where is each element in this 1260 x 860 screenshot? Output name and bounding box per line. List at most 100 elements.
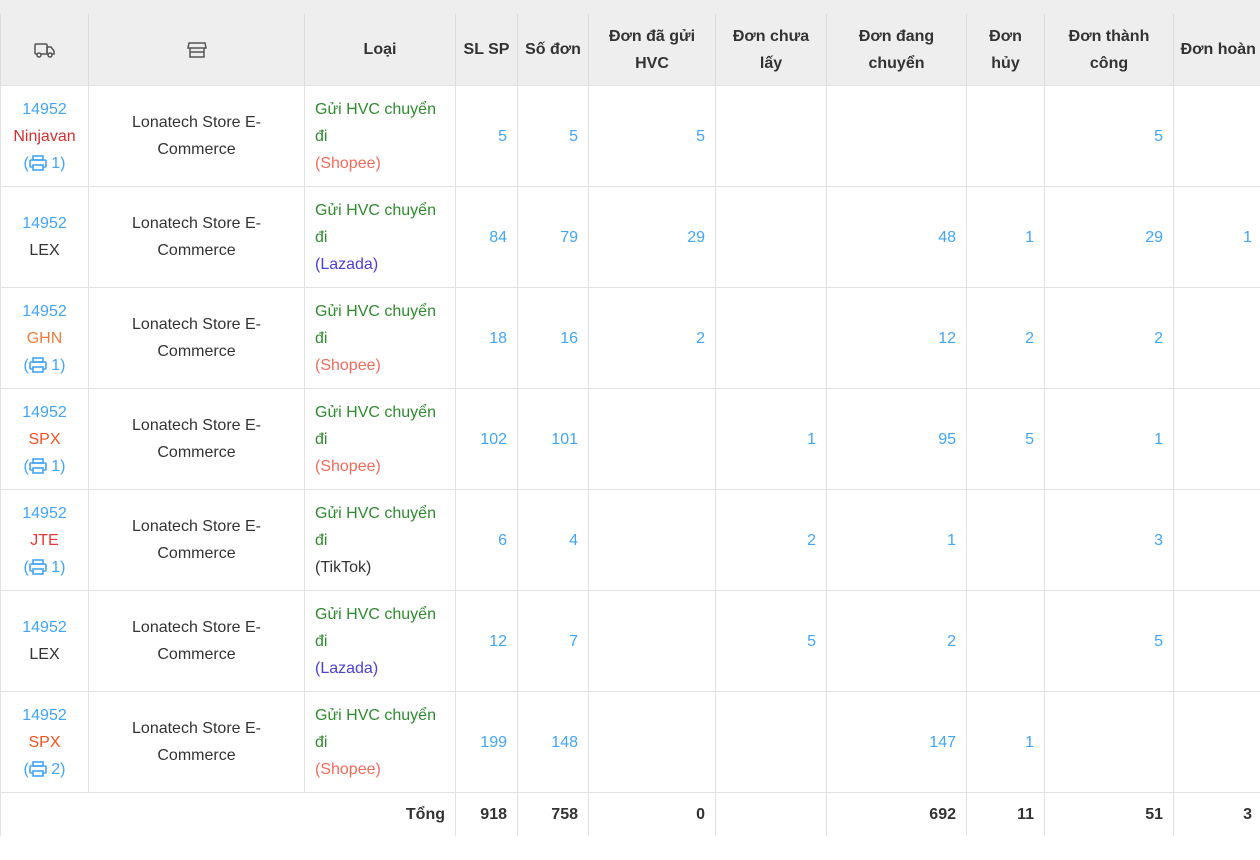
- orders-table: Loại SL SP Số đơn Đơn đã gửi HVC Đơn chư…: [0, 14, 1260, 836]
- order-id-link[interactable]: 14952: [22, 403, 67, 421]
- success-value[interactable]: 1: [1154, 430, 1163, 448]
- sent-value[interactable]: 29: [687, 228, 705, 246]
- not-picked-value[interactable]: 5: [807, 632, 816, 650]
- type-header: Loại: [304, 14, 456, 86]
- shipping-value[interactable]: 1: [947, 531, 956, 549]
- print-link[interactable]: ( 1): [23, 558, 66, 576]
- sent-value[interactable]: 5: [696, 127, 705, 145]
- store-name: Lonatech Store E-Commerce: [88, 489, 305, 591]
- success-value[interactable]: 5: [1154, 632, 1163, 650]
- order-id-link[interactable]: 14952: [22, 100, 67, 118]
- returned-value[interactable]: 1: [1243, 228, 1252, 246]
- orders-value[interactable]: 5: [569, 127, 578, 145]
- shipping-value[interactable]: 48: [938, 228, 956, 246]
- type-label: Gửi HVC chuyển đi: [315, 201, 436, 246]
- order-id-link[interactable]: 14952: [22, 706, 67, 724]
- not-picked-header: Đơn chưa lấy: [715, 14, 827, 86]
- table-row: 14952 GHN ( 1) Lonatech Store E-Commerce Gửi…: [0, 287, 1260, 389]
- total-orders: 758: [517, 792, 589, 836]
- store-name: Lonatech Store E-Commerce: [88, 691, 305, 793]
- not-picked-value[interactable]: 2: [807, 531, 816, 549]
- order-id-link[interactable]: 14952: [22, 619, 67, 636]
- store-name: Lonatech Store E-Commerce: [88, 186, 305, 288]
- platform-label: (TikTok): [315, 558, 372, 576]
- order-id-link[interactable]: 14952: [22, 302, 67, 320]
- qty-value[interactable]: 12: [489, 632, 507, 650]
- print-link[interactable]: ( 1): [23, 457, 66, 475]
- orders-value[interactable]: 101: [551, 430, 578, 448]
- table-row: 14952 SPX ( 2) Lonatech Store E-Commerce Gửi…: [0, 691, 1260, 793]
- store-name: Lonatech Store E-Commerce: [88, 287, 305, 389]
- success-value[interactable]: 5: [1154, 127, 1163, 145]
- type-label: Gửi HVC chuyển đi: [315, 403, 436, 448]
- carrier-name: Ninjavan: [13, 127, 76, 145]
- printer-icon: [29, 559, 47, 576]
- qty-header: SL SP: [455, 14, 518, 86]
- qty-value[interactable]: 18: [489, 329, 507, 347]
- qty-value[interactable]: 84: [489, 228, 507, 246]
- orders-value[interactable]: 79: [560, 228, 578, 246]
- success-value[interactable]: 2: [1154, 329, 1163, 347]
- total-label: Tổng: [0, 792, 456, 836]
- total-returned: 3: [1173, 792, 1260, 836]
- print-link[interactable]: ( 2): [23, 760, 66, 778]
- printer-icon: [29, 458, 47, 475]
- total-cancelled: 11: [966, 792, 1045, 836]
- platform-label: (Lazada): [315, 659, 379, 677]
- carrier-name: SPX: [28, 430, 61, 448]
- total-row: Tổng 918 758 0 692 11 51 3: [0, 792, 1260, 836]
- qty-value[interactable]: 199: [480, 733, 507, 751]
- print-link[interactable]: ( 1): [23, 154, 66, 172]
- cancelled-value[interactable]: 1: [1025, 228, 1034, 246]
- order-id-link[interactable]: 14952: [22, 504, 67, 522]
- returned-header: Đơn hoàn: [1173, 14, 1260, 86]
- total-shipping: 692: [826, 792, 967, 836]
- qty-value[interactable]: 6: [498, 531, 507, 549]
- print-count: 1: [51, 457, 61, 475]
- type-label: Gửi HVC chuyển đi: [315, 605, 436, 650]
- carrier-name: LEX: [29, 242, 60, 259]
- shipping-header: Đơn đang chuyển: [826, 14, 967, 86]
- carrier-name: LEX: [29, 646, 60, 663]
- carrier-name: GHN: [26, 329, 63, 347]
- type-label: Gửi HVC chuyển đi: [315, 706, 436, 751]
- table-row: 14952 SPX ( 1) Lonatech Store E-Commerce Gửi…: [0, 388, 1260, 490]
- success-header: Đơn thành công: [1044, 14, 1174, 86]
- printer-icon: [29, 155, 47, 172]
- success-value[interactable]: 29: [1145, 228, 1163, 246]
- total-sent: 0: [588, 792, 716, 836]
- shipping-value[interactable]: 2: [947, 632, 956, 650]
- print-link[interactable]: ( 1): [23, 356, 66, 374]
- print-count: 1: [51, 558, 61, 576]
- cancelled-value[interactable]: 5: [1025, 430, 1034, 448]
- not-picked-value[interactable]: 1: [807, 430, 816, 448]
- store-name: Lonatech Store E-Commerce: [88, 85, 305, 187]
- truck-icon: [33, 43, 55, 58]
- total-success: 51: [1044, 792, 1174, 836]
- store-header: [88, 14, 305, 86]
- platform-label: (Shopee): [315, 154, 381, 172]
- cancelled-value[interactable]: 2: [1025, 329, 1034, 347]
- orders-value[interactable]: 148: [551, 733, 578, 751]
- orders-value[interactable]: 4: [569, 531, 578, 549]
- order-id-link[interactable]: 14952: [22, 215, 67, 232]
- shipping-value[interactable]: 147: [929, 733, 956, 751]
- success-value[interactable]: 3: [1154, 531, 1163, 549]
- cancelled-value[interactable]: 1: [1025, 733, 1034, 751]
- orders-value[interactable]: 7: [569, 632, 578, 650]
- table-row: 14952 LEX Lonatech Store E-Commerce Gửi HVC…: [0, 186, 1260, 288]
- orders-header: Số đơn: [517, 14, 589, 86]
- qty-value[interactable]: 102: [480, 430, 507, 448]
- total-not-picked: [715, 792, 827, 836]
- qty-value[interactable]: 5: [498, 127, 507, 145]
- orders-value[interactable]: 16: [560, 329, 578, 347]
- printer-icon: [29, 761, 47, 778]
- cancelled-header: Đơn hủy: [966, 14, 1045, 86]
- shipping-value[interactable]: 12: [938, 329, 956, 347]
- platform-label: (Lazada): [315, 255, 379, 273]
- print-count: 2: [51, 760, 61, 778]
- table-row: 14952 Ninjavan ( 1) Lonatech Store E-Commer…: [0, 85, 1260, 187]
- shipping-value[interactable]: 95: [938, 430, 956, 448]
- platform-label: (Shopee): [315, 457, 381, 475]
- sent-value[interactable]: 2: [696, 329, 705, 347]
